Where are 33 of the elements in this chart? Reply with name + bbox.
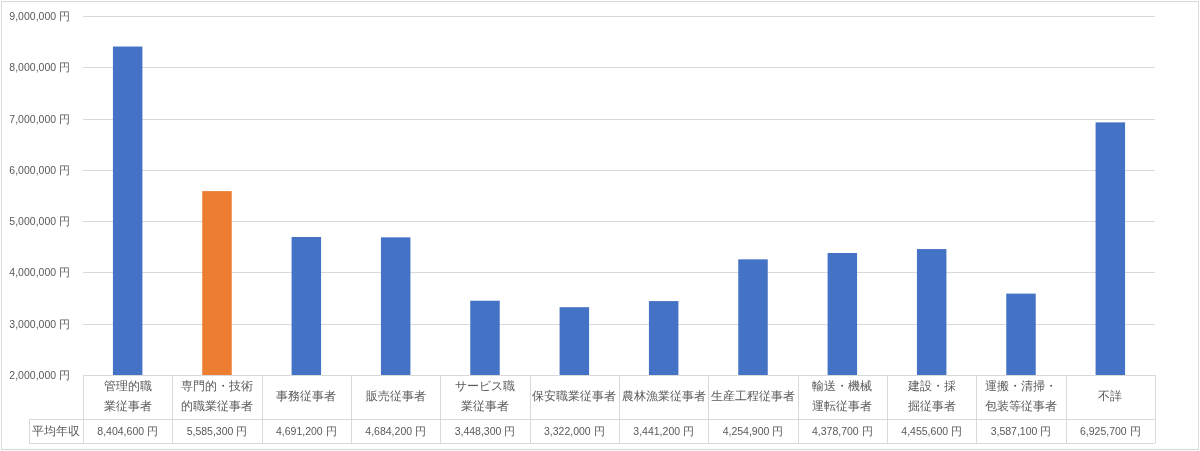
data-label: 4,455,600 円 <box>901 425 962 437</box>
data-label: 3,441,200 円 <box>633 425 694 437</box>
y-tick-label: 7,000,000 円 <box>9 112 70 125</box>
x-tick-label: 管理的職業従事者 <box>103 379 152 412</box>
data-label: 4,254,900 円 <box>722 425 784 437</box>
x-tick-label: 運搬・清掃・包装等従事者 <box>985 380 1057 412</box>
data-label: 3,448,300 円 <box>454 425 516 437</box>
x-tick-label: サービス職業従事者 <box>455 379 515 412</box>
x-tick-label: 建設・採掘従事者 <box>906 380 956 412</box>
x-tick-label: 農林漁業従事者 <box>621 390 706 402</box>
text: 平均年収 <box>32 425 80 437</box>
data-label: 3,587,100 円 <box>990 425 1052 437</box>
x-tick-label: 不詳 <box>1098 390 1123 402</box>
data-label: 4,684,200 円 <box>365 425 426 437</box>
x-tick-label: 専門的・技術的職業従事者 <box>181 380 253 412</box>
data-label: 6,925,700 円 <box>1080 425 1141 437</box>
data-label: 5,585,300 円 <box>186 425 248 437</box>
data-label: 8,404,600 円 <box>97 425 158 437</box>
y-tick-label: 8,000,000 円 <box>9 61 70 74</box>
x-tick-label: 輸送・機械運転従事者 <box>812 380 873 412</box>
x-tick-label: 保安職業従事者 <box>532 389 617 402</box>
x-tick-label: 生産工程従事者 <box>711 389 795 402</box>
data-label: 4,378,700 円 <box>812 425 873 437</box>
x-tick-label: 事務従事者 <box>276 390 337 402</box>
y-tick-label: 9,000,000 円 <box>9 10 70 22</box>
y-tick-label: 2,000,000 円 <box>9 369 70 381</box>
y-tick-label: 3,000,000 円 <box>9 317 70 330</box>
data-label: 4,691,200 円 <box>276 425 337 437</box>
y-tick-label: 6,000,000 円 <box>9 163 70 176</box>
y-tick-label: 4,000,000 円 <box>9 266 70 279</box>
x-tick-label: 販売従事者 <box>365 390 426 402</box>
y-tick-label: 5,000,000 円 <box>9 215 70 228</box>
data-label: 3,322,000 円 <box>544 425 605 437</box>
